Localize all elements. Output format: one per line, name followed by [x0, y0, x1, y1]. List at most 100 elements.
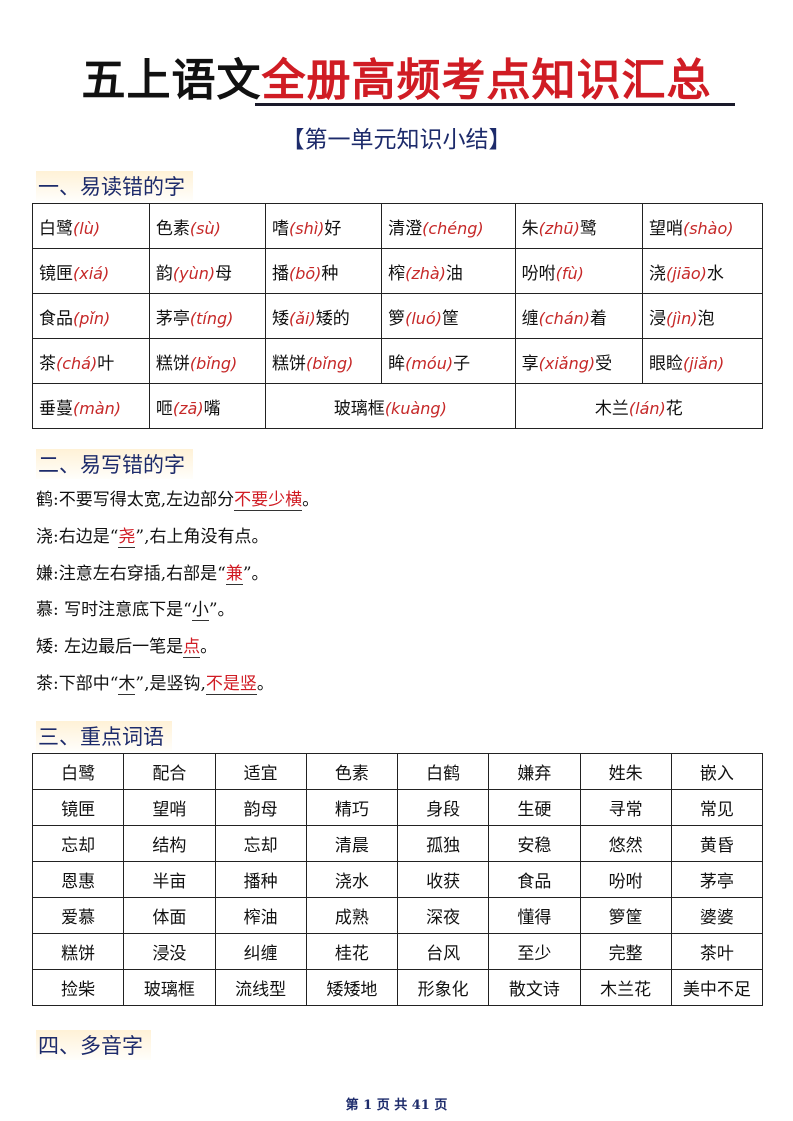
- cell-word: 嗜: [271, 218, 289, 239]
- word-cell: 矮矮地: [305, 969, 399, 1006]
- cell-word: 箩: [388, 308, 406, 329]
- word-cell: 糕饼: [31, 933, 125, 970]
- word-cell: 木兰花: [579, 969, 672, 1006]
- cell-word: 糕饼: [271, 353, 306, 374]
- table-row: 糕饼 浸没 纠缠 桂花 台风 至少 完整 茶叶: [31, 933, 764, 970]
- word-cell: 镜匣: [31, 789, 125, 826]
- cell-word: 眸: [388, 353, 406, 374]
- word-cell: 成熟: [305, 897, 399, 934]
- cell-suffix: 着: [590, 308, 608, 329]
- word-cell: 姓朱: [579, 753, 672, 790]
- word-cell: 适宜: [214, 753, 307, 790]
- cell-pinyin: (zā): [172, 398, 204, 418]
- word-cell: 结构: [123, 825, 216, 862]
- cell-pinyin: (bō): [288, 263, 322, 283]
- table-cell: 榨(zhà)油: [381, 248, 516, 294]
- word-cell: 恩惠: [31, 861, 125, 898]
- cell-pinyin: (lán): [628, 398, 666, 418]
- word-cell: 懂得: [488, 897, 581, 934]
- line-text: 茶:下部中“: [36, 673, 119, 694]
- word-cell: 美中不足: [670, 969, 764, 1006]
- table-cell: 镜匣(xiá): [32, 248, 150, 294]
- table-cell: 享(xiǎng)受: [514, 338, 643, 384]
- misread-characters-table: 白鹭(lù) 色素(sù) 嗜(shì)好 清澄(chéng) 朱(zhū)鹭 望哨(sh…: [32, 203, 764, 429]
- table-row: 镜匣 望哨 韵母 精巧 身段 生硬 寻常 常见: [31, 789, 764, 826]
- line-text: 。: [200, 637, 218, 658]
- cell-pinyin: (zhà): [405, 263, 446, 283]
- table-row: 镜匣(xiá) 韵(yùn)母 播(bō)种 榨(zhà)油 吩咐(fù) 浇(jiāo)…: [32, 248, 764, 294]
- cell-word: 咂: [155, 398, 173, 419]
- table-row: 茶(chá)叶 糕饼(bǐng) 糕饼(bǐng) 眸(móu)子 享(xiǎng)受眼…: [32, 338, 764, 384]
- highlight-text: 不是竖: [205, 673, 257, 695]
- list-item: 浇:右边是“尧”,右上角没有点。: [36, 523, 319, 560]
- cell-word: 白鹭: [39, 218, 73, 239]
- cell-pinyin: (jiāo): [665, 263, 707, 283]
- word-cell: 生硬: [488, 789, 581, 826]
- cell-pinyin: (chán): [538, 308, 591, 328]
- word-cell: 形象化: [396, 969, 490, 1006]
- line-text: ”,右上角没有点。: [135, 526, 269, 547]
- word-cell: 茶叶: [670, 933, 764, 970]
- word-cell: 半亩: [123, 861, 216, 898]
- word-cell: 悠然: [579, 825, 672, 862]
- table-cell: 清澄(chéng): [381, 203, 516, 249]
- table-cell: 糕饼(bǐng): [264, 338, 383, 384]
- line-text: 慕: 写时注意底下是“: [36, 600, 192, 621]
- word-cell: 深夜: [396, 897, 490, 934]
- cell-pinyin: (chá): [56, 353, 98, 373]
- cell-pinyin: (móu): [405, 353, 454, 373]
- cell-suffix: 水: [706, 263, 724, 284]
- cell-pinyin: (shì): [288, 218, 325, 238]
- section2-heading: 二、易写错的字: [36, 449, 193, 479]
- list-item: 茶:下部中“木”,是竖钩,不是竖。: [36, 670, 319, 707]
- line-text: ”。: [242, 563, 269, 584]
- word-cell: 纠缠: [214, 933, 307, 970]
- word-cell: 完整: [579, 933, 672, 970]
- cell-word: 韵: [155, 263, 173, 284]
- line-text: 嫌:注意左右穿插,右部是“: [36, 563, 226, 584]
- word-cell: 忘却: [31, 825, 125, 862]
- table-cell: 播(bō)种: [264, 248, 383, 294]
- word-cell: 清晨: [305, 825, 399, 862]
- table-cell: 吩咐(fù): [514, 248, 643, 294]
- list-item: 嫌:注意左右穿插,右部是“兼”。: [36, 560, 319, 597]
- line-text: ”。: [208, 600, 235, 621]
- table-cell: 朱(zhū)鹭: [514, 203, 643, 249]
- word-cell: 嵌入: [670, 753, 764, 790]
- cell-word: 朱: [521, 218, 539, 239]
- cell-pinyin: (lù): [73, 218, 101, 238]
- cell-suffix: 筐: [441, 308, 459, 329]
- cell-suffix: 油: [445, 263, 463, 284]
- table-cell: 缠(chán)着: [514, 293, 643, 339]
- line-text: 。: [256, 673, 274, 694]
- word-cell: 白鹤: [396, 753, 490, 790]
- highlight-text: 不要少横: [234, 490, 303, 511]
- word-cell: 白鹭: [31, 753, 125, 790]
- subtitle: 【第一单元知识小结】: [281, 127, 512, 153]
- page-title: 五上语文全册高频考点知识汇总: [0, 44, 793, 108]
- table-cell: 糕饼(bǐng): [148, 338, 266, 384]
- cell-suffix: 好: [324, 218, 342, 239]
- cell-word: 糕饼: [155, 353, 190, 374]
- table-row: 白鹭 配合 适宜 色素 白鹤 嫌弃 姓朱 嵌入: [31, 753, 764, 790]
- table-row: 恩惠 半亩 播种 浇水 收获 食品 吩咐 茅亭: [31, 861, 764, 898]
- word-cell: 望哨: [123, 789, 216, 826]
- highlight-text: 小: [191, 600, 209, 622]
- cell-suffix: 受: [595, 353, 613, 374]
- cell-word: 茶: [39, 353, 56, 374]
- line-text: 浇:右边是“: [36, 526, 119, 547]
- table-cell: 垂蔓(màn): [32, 383, 150, 429]
- table-cell: 浇(jiāo)水: [641, 248, 764, 294]
- cell-pinyin: (zhū): [538, 218, 580, 238]
- word-cell: 播种: [214, 861, 307, 898]
- cell-word: 垂蔓: [39, 398, 73, 419]
- word-cell: 收获: [396, 861, 490, 898]
- cell-word: 浸: [648, 308, 666, 329]
- table-cell: 望哨(shào): [641, 203, 764, 249]
- table-cell: 韵(yùn)母: [148, 248, 266, 294]
- table-row: 忘却 结构 忘却 清晨 孤独 安稳 悠然 黄昏: [31, 825, 764, 862]
- table-cell: 箩(luó)筐: [381, 293, 516, 339]
- table-cell: 矮(ǎi)矮的: [264, 293, 383, 339]
- word-cell: 茅亭: [670, 861, 764, 898]
- word-cell: 捡柴: [31, 969, 125, 1006]
